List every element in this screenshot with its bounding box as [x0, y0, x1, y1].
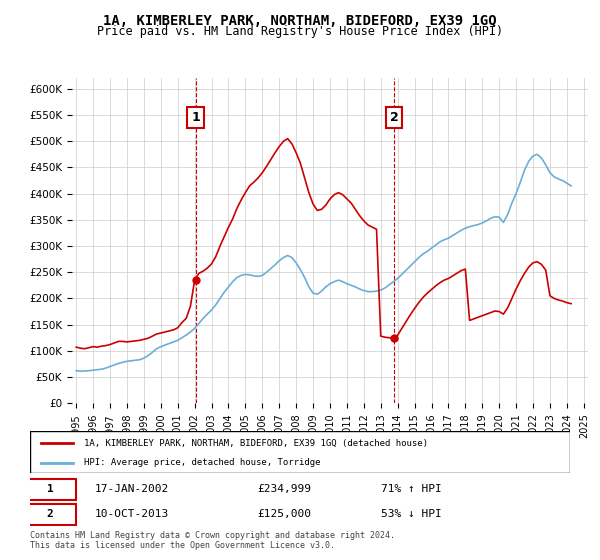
Text: HPI: Average price, detached house, Torridge: HPI: Average price, detached house, Torr… [84, 458, 320, 467]
Text: 1A, KIMBERLEY PARK, NORTHAM, BIDEFORD, EX39 1GQ: 1A, KIMBERLEY PARK, NORTHAM, BIDEFORD, E… [103, 14, 497, 28]
Text: 2: 2 [389, 111, 398, 124]
FancyBboxPatch shape [25, 504, 76, 525]
Text: 1: 1 [47, 484, 53, 494]
Text: 17-JAN-2002: 17-JAN-2002 [95, 484, 169, 494]
FancyBboxPatch shape [25, 478, 76, 500]
Text: 53% ↓ HPI: 53% ↓ HPI [381, 509, 442, 519]
Text: £125,000: £125,000 [257, 509, 311, 519]
Text: 1: 1 [191, 111, 200, 124]
Text: 71% ↑ HPI: 71% ↑ HPI [381, 484, 442, 494]
Text: 1A, KIMBERLEY PARK, NORTHAM, BIDEFORD, EX39 1GQ (detached house): 1A, KIMBERLEY PARK, NORTHAM, BIDEFORD, E… [84, 438, 428, 447]
Text: Price paid vs. HM Land Registry's House Price Index (HPI): Price paid vs. HM Land Registry's House … [97, 25, 503, 38]
Text: 10-OCT-2013: 10-OCT-2013 [95, 509, 169, 519]
Text: Contains HM Land Registry data © Crown copyright and database right 2024.
This d: Contains HM Land Registry data © Crown c… [30, 531, 395, 550]
FancyBboxPatch shape [30, 431, 570, 473]
Text: 2: 2 [47, 509, 53, 519]
Text: £234,999: £234,999 [257, 484, 311, 494]
